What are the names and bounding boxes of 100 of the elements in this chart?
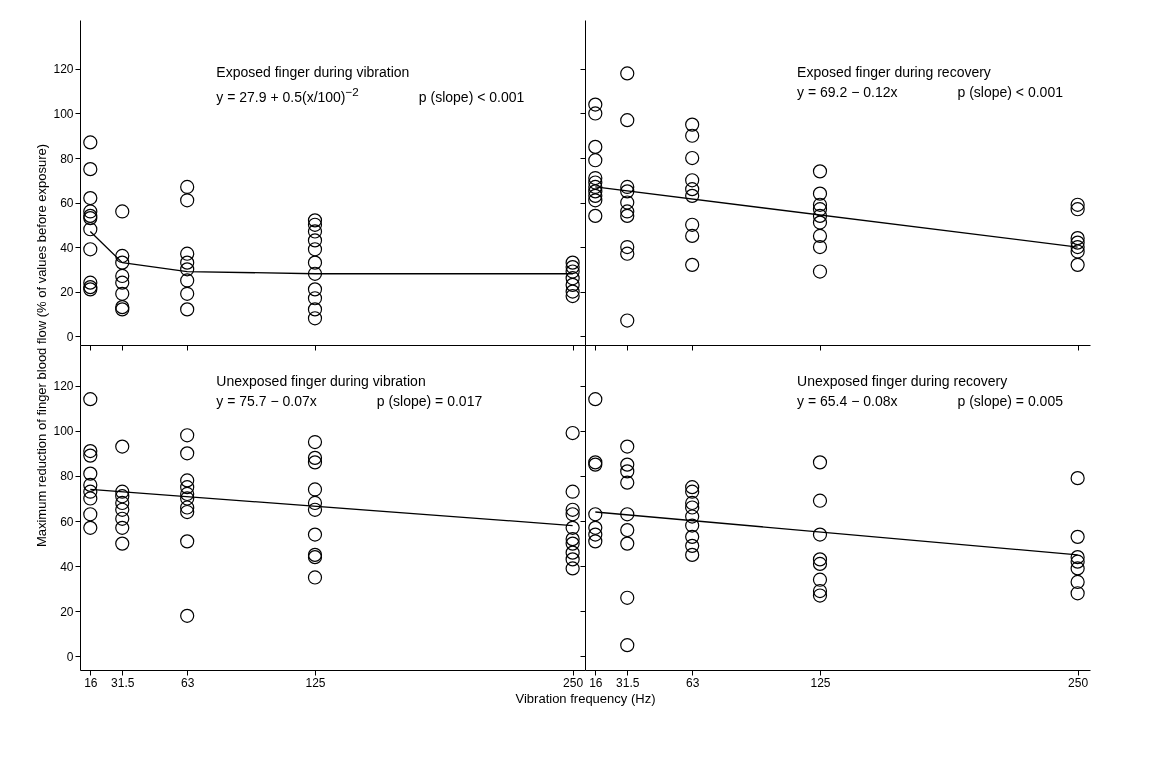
point (307, 570, 323, 585)
annotation: y = 69.2 − 0.12x (797, 83, 898, 103)
x-tick-label: 31.5 (111, 675, 135, 690)
point (307, 482, 323, 497)
point (620, 590, 635, 605)
point (620, 464, 635, 479)
point (812, 527, 828, 542)
point (1070, 257, 1085, 272)
point (115, 275, 130, 290)
y-tick-label: 80 (60, 151, 74, 166)
point (812, 583, 828, 599)
y-tick-label: 60 (60, 514, 74, 529)
point (115, 286, 130, 301)
point (83, 135, 98, 150)
x-tick-label: 250 (563, 675, 584, 690)
point (620, 439, 635, 454)
y-tick-label: 0 (66, 649, 74, 664)
point (115, 489, 130, 504)
text: Unexposed finger during vibration (216, 372, 427, 391)
point (83, 466, 98, 481)
point (685, 509, 700, 524)
point (685, 188, 700, 203)
point (83, 222, 98, 237)
point (812, 228, 828, 244)
point (812, 493, 828, 508)
point (588, 139, 603, 154)
point (1070, 471, 1085, 486)
point (685, 173, 700, 188)
point (685, 480, 700, 495)
point (1070, 231, 1085, 246)
text: Exposed finger during vibration (216, 63, 411, 83)
point (565, 259, 580, 275)
point (812, 455, 828, 470)
point (565, 484, 580, 499)
point (83, 204, 98, 219)
y-axis-title: Maximum reduction of finger blood flow (% of values before exposure) (34, 143, 50, 548)
y-tick-label: 40 (60, 240, 74, 255)
point (620, 204, 635, 219)
point (180, 286, 195, 301)
point (588, 534, 603, 549)
point (812, 588, 828, 603)
x-tick-label: 16 (84, 675, 98, 690)
point (180, 504, 195, 520)
point (588, 179, 603, 195)
x-tick-label: 125 (305, 675, 326, 690)
point (620, 638, 635, 653)
point (1070, 529, 1085, 544)
point (115, 502, 130, 517)
point (588, 184, 603, 199)
point (115, 255, 130, 270)
y-tick-label: 120 (53, 379, 74, 394)
point (1070, 235, 1085, 250)
point (83, 448, 98, 463)
point (83, 491, 98, 506)
point (685, 529, 700, 544)
text: Exposed finger during recovery (797, 63, 992, 83)
point (1070, 239, 1085, 255)
point (588, 106, 603, 121)
point (1070, 550, 1085, 565)
point (83, 162, 98, 177)
point (83, 190, 98, 206)
point (1070, 244, 1085, 259)
point (1070, 586, 1085, 601)
point (620, 184, 635, 199)
point (565, 271, 580, 286)
point (180, 446, 195, 461)
point (620, 522, 635, 538)
point (588, 170, 603, 186)
point (588, 392, 603, 407)
point (307, 242, 323, 257)
point (565, 507, 580, 522)
point (620, 507, 635, 522)
point (83, 507, 98, 522)
point (565, 255, 580, 270)
y-tick-label: 0 (66, 329, 74, 344)
point (307, 255, 323, 270)
point (307, 233, 323, 248)
point (1070, 197, 1085, 212)
point (812, 186, 828, 201)
point (588, 527, 603, 542)
annotation: y = 27.9 + 0.5(x/100)$^{−2}$ (216, 84, 359, 107)
point (180, 473, 195, 488)
point (307, 282, 323, 297)
point (307, 224, 323, 239)
point (83, 477, 98, 493)
point (83, 443, 98, 459)
point (180, 246, 195, 261)
point (565, 288, 580, 304)
point (620, 239, 635, 255)
point (565, 520, 580, 535)
point (685, 217, 700, 232)
point (812, 556, 828, 572)
point (307, 502, 323, 517)
point (565, 536, 580, 551)
point (685, 495, 700, 511)
y-tick-label: 100 (53, 106, 74, 121)
point (180, 608, 195, 623)
point (307, 434, 323, 450)
y-tick-label: 20 (60, 285, 74, 300)
y-tick-label: 20 (60, 604, 74, 619)
